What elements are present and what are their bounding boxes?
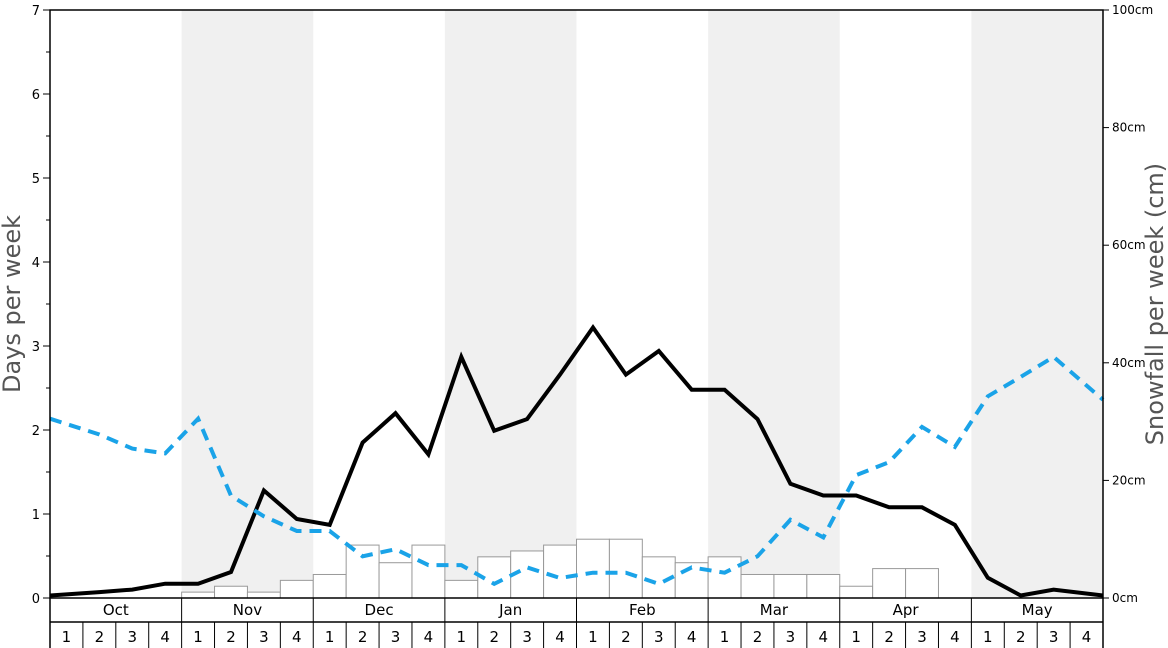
snowfall-bar	[543, 544, 577, 599]
week-label: 3	[391, 628, 401, 646]
snowfall-bar	[576, 538, 610, 599]
right-tick-label: 40cm	[1112, 356, 1146, 370]
right-tick-label: 0cm	[1112, 591, 1138, 605]
week-label: 3	[259, 628, 269, 646]
snowfall-bar	[773, 573, 808, 599]
snowfall-bar	[312, 573, 347, 599]
snowfall-bar	[246, 591, 281, 599]
week-label: 1	[325, 628, 335, 646]
week-label: 2	[489, 628, 499, 646]
left-tick-label: 3	[32, 340, 40, 355]
left-tick-label: 5	[32, 172, 40, 187]
month-label-may: May	[1022, 601, 1053, 619]
snowfall-bar	[444, 579, 479, 599]
x-axis-table: Oct 1 2 3 4 Nov 1 2 3 4 Dec 1 2 3 4 Jan 1 2 3 4 Feb 1 2 3 4 Mar 1 2…	[49, 598, 1104, 648]
snowfall-bar	[345, 544, 380, 599]
week-label: 4	[292, 628, 302, 646]
right-tick-label: 20cm	[1112, 473, 1146, 487]
snowfall-bar	[378, 562, 413, 599]
week-label: 2	[226, 628, 236, 646]
solid-series-line	[49, 324, 1104, 598]
week-label: 4	[160, 628, 170, 646]
week-label: 2	[753, 628, 763, 646]
left-tick-label: 6	[32, 88, 40, 103]
week-label: 3	[1049, 628, 1059, 646]
snowfall-bar	[806, 573, 841, 599]
snowfall-bar	[905, 568, 939, 599]
series-lines	[49, 324, 1105, 598]
left-tick-label: 0	[32, 592, 40, 607]
week-label: 4	[424, 628, 434, 646]
month-label-oct: Oct	[103, 601, 129, 619]
week-label: 1	[62, 628, 72, 646]
week-label: 1	[588, 628, 598, 646]
week-label: 3	[786, 628, 796, 646]
month-band-mar	[708, 10, 840, 598]
dashed-series-line	[49, 354, 1105, 587]
y-axis-left-title: Days per week	[0, 215, 26, 393]
week-label: 2	[358, 628, 368, 646]
week-label: 2	[884, 628, 894, 646]
week-label: 3	[127, 628, 137, 646]
y-axis-right-title: Snowfall per week (cm)	[1141, 163, 1168, 445]
left-tick-label: 4	[32, 256, 40, 271]
week-label: 4	[819, 628, 829, 646]
month-label-mar: Mar	[760, 601, 789, 619]
left-tick-label: 2	[32, 424, 40, 439]
week-label: 2	[95, 628, 105, 646]
week-label: 1	[193, 628, 203, 646]
week-label: 2	[1016, 628, 1026, 646]
week-label: 3	[917, 628, 927, 646]
snowfall-bar	[279, 579, 314, 599]
week-label: 4	[687, 628, 697, 646]
snowfall-bar	[608, 538, 643, 599]
snowfall-bar	[872, 568, 907, 599]
month-band-nov	[181, 10, 314, 598]
week-label: 1	[983, 628, 993, 646]
snowfall-bar	[181, 591, 216, 599]
month-label-nov: Nov	[233, 601, 262, 619]
month-label-dec: Dec	[365, 601, 394, 619]
month-label-feb: Feb	[629, 601, 656, 619]
week-label: 1	[457, 628, 467, 646]
week-label: 1	[851, 628, 861, 646]
month-label-apr: Apr	[893, 601, 920, 619]
left-tick-label: 7	[32, 4, 40, 19]
right-tick-label: 60cm	[1112, 238, 1146, 252]
week-label: 4	[950, 628, 960, 646]
week-label: 3	[654, 628, 664, 646]
month-band-jan	[444, 10, 577, 598]
right-tick-label: 100cm	[1112, 3, 1153, 17]
snowfall-bar	[740, 573, 775, 599]
month-band-may	[971, 10, 1103, 598]
week-label: 3	[522, 628, 532, 646]
week-label: 2	[621, 628, 631, 646]
right-tick-label: 80cm	[1112, 121, 1146, 135]
snowfall-bar	[411, 544, 446, 599]
snowfall-bar	[707, 556, 742, 599]
snowfall-bar	[839, 585, 874, 599]
week-label: 1	[720, 628, 730, 646]
snowfall-bars	[181, 538, 939, 599]
snowfall-bar	[214, 585, 248, 599]
month-bands	[181, 10, 1103, 598]
week-label: 4	[555, 628, 565, 646]
left-tick-label: 1	[32, 508, 40, 523]
week-label: 4	[1082, 628, 1092, 646]
month-label-jan: Jan	[498, 601, 522, 619]
